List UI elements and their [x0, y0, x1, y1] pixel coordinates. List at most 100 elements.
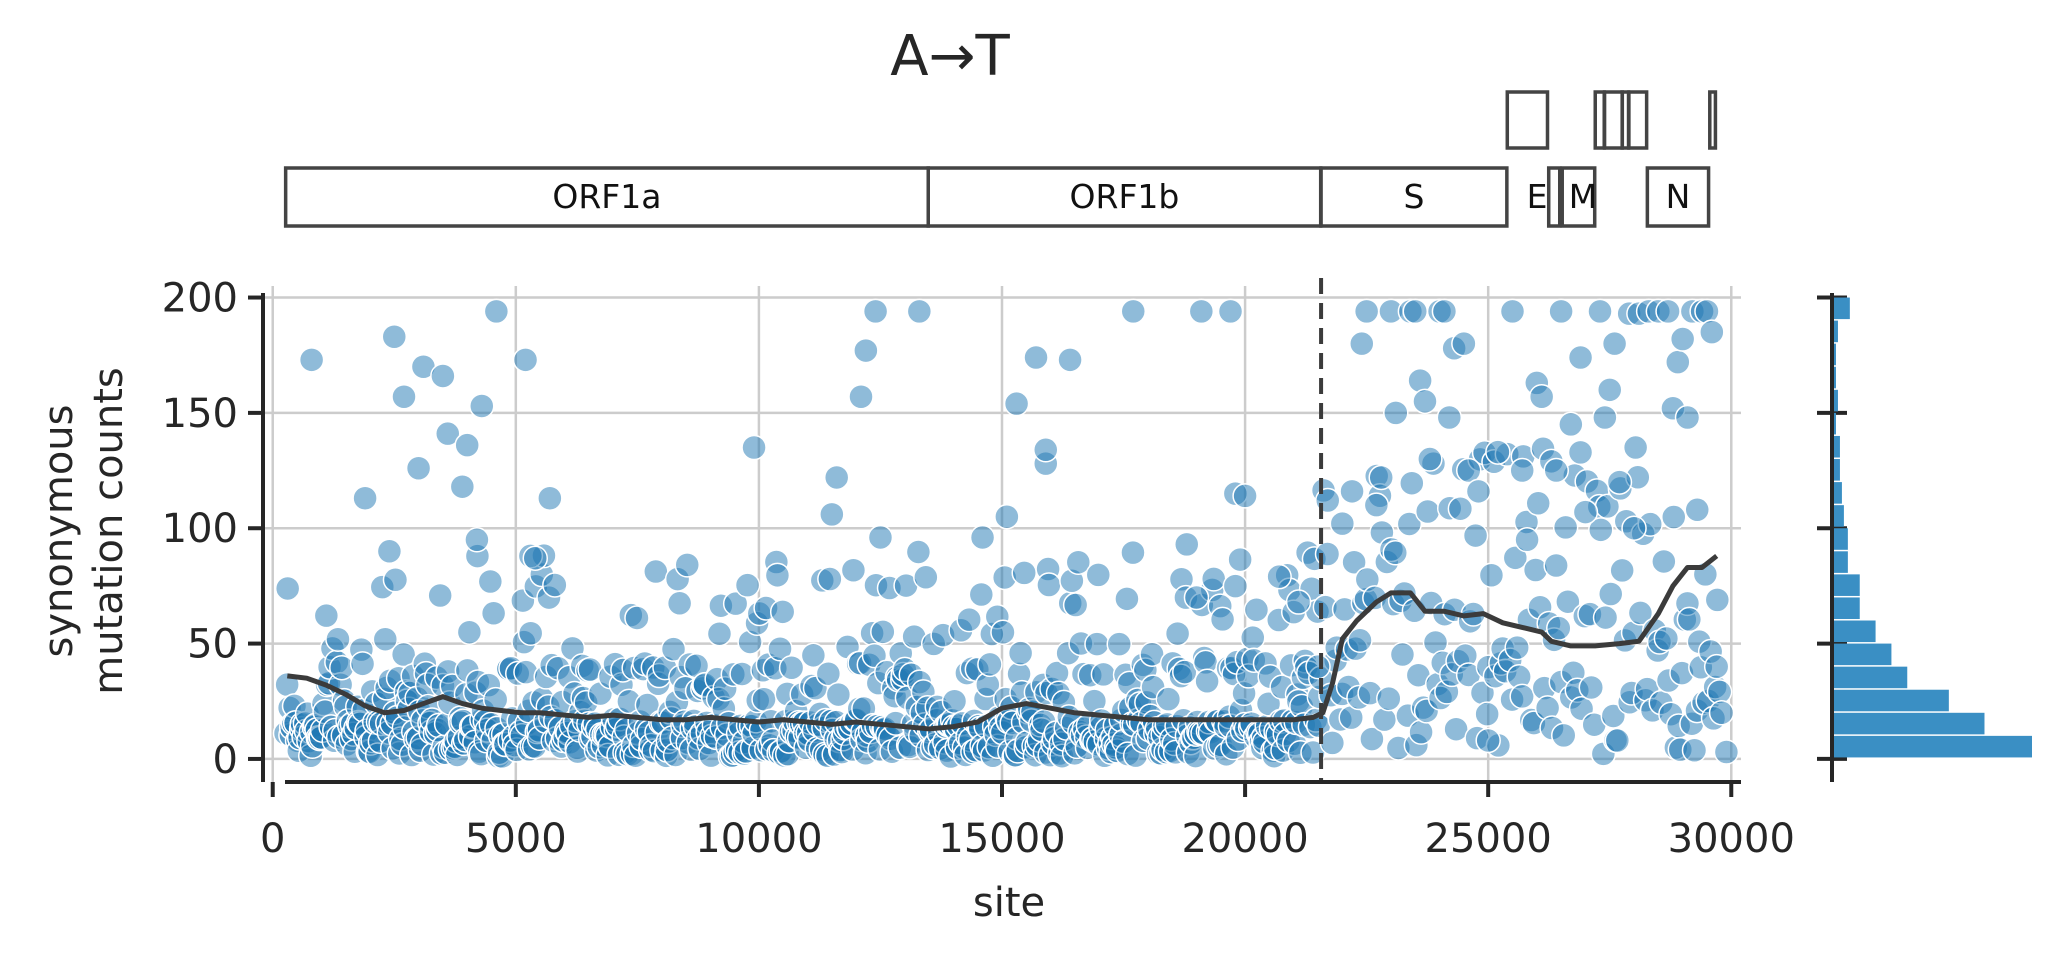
gene-box-m [1560, 166, 1597, 228]
accessory-orf-box [1602, 90, 1625, 150]
data-point [778, 655, 805, 681]
data-point [1485, 439, 1511, 465]
data-point [435, 420, 461, 447]
data-point [1227, 546, 1253, 573]
hist-bar [1834, 712, 1985, 735]
data-point [1023, 344, 1049, 371]
data-point [1285, 589, 1312, 615]
data-point [1704, 587, 1731, 613]
data-point [1383, 400, 1409, 426]
data-point [381, 324, 408, 350]
data-point [1597, 581, 1624, 607]
data-point [1713, 739, 1740, 765]
x-tick-label: 25000 [1425, 816, 1552, 862]
data-point [764, 562, 791, 589]
data-point [1266, 563, 1292, 590]
data-point [376, 538, 403, 565]
data-point [1172, 659, 1198, 685]
data-point [706, 620, 733, 647]
data-point [1174, 531, 1200, 558]
data-point [1694, 298, 1720, 325]
accessory-orf-box [1708, 90, 1718, 150]
data-point [1604, 727, 1631, 754]
data-point [660, 636, 687, 662]
data-point [1011, 560, 1037, 586]
data-point [941, 688, 968, 714]
data-point [454, 432, 480, 458]
data-point [352, 485, 378, 511]
data-point [906, 298, 933, 325]
gene-label-orf1a: ORF1a [552, 177, 661, 216]
data-point [1417, 446, 1443, 472]
data-point [469, 393, 495, 419]
data-point [1478, 562, 1505, 588]
x-tick-label: 20000 [1181, 816, 1308, 862]
data-point [862, 298, 889, 325]
data-point [1592, 604, 1619, 631]
data-point [1382, 540, 1409, 566]
data-point [1703, 653, 1730, 680]
data-point [1431, 298, 1458, 325]
data-point [1339, 478, 1365, 505]
data-point [1653, 625, 1680, 652]
data-point [1548, 298, 1574, 325]
data-point [427, 582, 453, 609]
data-point [1528, 383, 1555, 410]
data-point [325, 626, 351, 652]
data-point [1475, 727, 1501, 754]
data-point [1114, 586, 1140, 612]
data-point [1558, 411, 1584, 438]
data-point [1684, 497, 1710, 523]
data-point [729, 661, 755, 687]
data-point [1621, 515, 1647, 541]
hist-bar [1834, 551, 1848, 573]
data-point [1255, 690, 1282, 717]
data-point [1065, 549, 1092, 576]
data-point [1240, 624, 1266, 651]
data-point [1708, 700, 1735, 726]
data-point [870, 619, 896, 645]
data-point [1120, 539, 1146, 566]
data-point [1402, 298, 1429, 325]
data-point [449, 473, 476, 500]
accessory-orf-box [1627, 90, 1649, 150]
hist-bar [1834, 574, 1860, 596]
data-point [1543, 457, 1569, 484]
data-point [853, 337, 879, 364]
hist-bar [1834, 505, 1844, 527]
marginal-histogram [1817, 293, 2032, 782]
data-point [1057, 347, 1083, 373]
data-point [1681, 737, 1708, 764]
data-point [430, 363, 456, 389]
data-point [913, 564, 939, 591]
scatter-points [272, 298, 1740, 770]
gene-box-n [1645, 166, 1711, 228]
hist-bar [1834, 597, 1860, 620]
gene-track: ORF1a ORF1b S E M N [283, 90, 1718, 228]
data-point [1601, 330, 1628, 357]
gene-label-orf1b: ORF1b [1070, 177, 1180, 216]
data-point [1592, 404, 1618, 431]
axes: 0 5000 10000 15000 20000 25000 30000 0 50 100 150 2… [162, 276, 1795, 862]
data-point [1552, 514, 1579, 541]
data-point [1606, 469, 1633, 495]
data-point [522, 545, 549, 571]
gene-box-e [1546, 166, 1562, 228]
data-point [1347, 627, 1373, 654]
data-point [1567, 344, 1594, 371]
data-point [542, 572, 568, 598]
data-point [1396, 511, 1423, 537]
data-point [741, 434, 767, 461]
data-point [751, 686, 777, 712]
data-point [1305, 653, 1331, 680]
data-point [1329, 510, 1356, 537]
hist-bar [1834, 389, 1838, 412]
data-point [1627, 600, 1654, 626]
data-point [977, 651, 1003, 678]
data-point [1414, 498, 1441, 525]
data-point [1546, 615, 1572, 641]
hist-bar [1834, 689, 1949, 712]
gene-label-s: S [1403, 177, 1424, 216]
data-point [1188, 298, 1215, 325]
